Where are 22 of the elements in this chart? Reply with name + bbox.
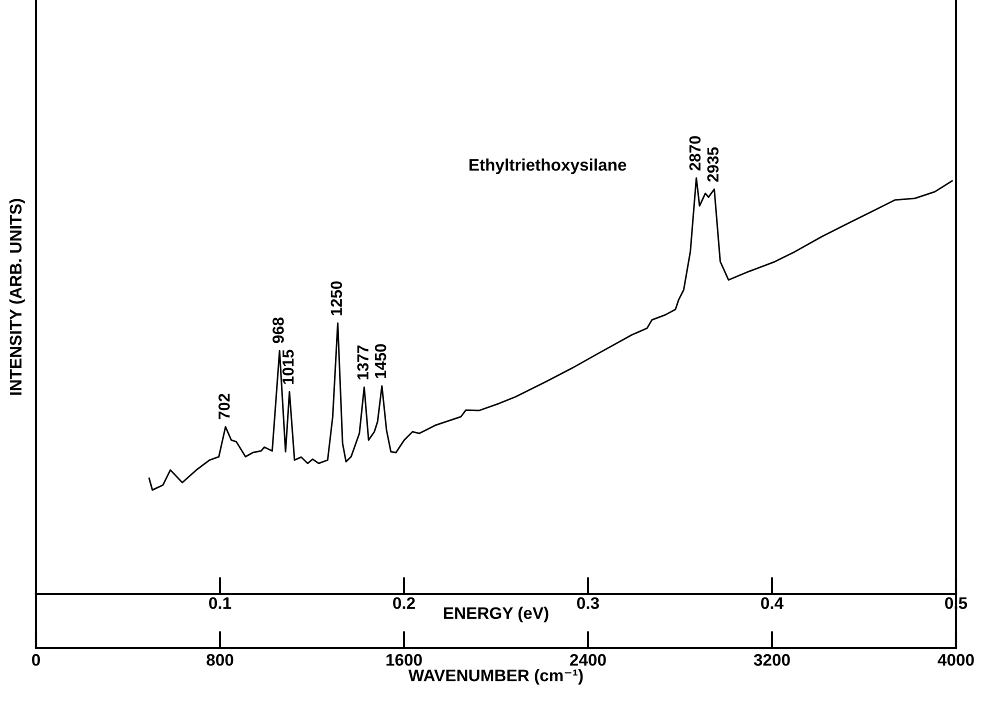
x2-axis-title: ENERGY (eV) [444,606,548,622]
x2-tick-label: 0.4 [761,597,784,610]
annotation: 1450 [374,344,386,378]
x-tick-label: 2400 [570,654,606,666]
annotation: 2935 [707,147,719,182]
annotation: 702 [218,394,230,420]
annotation: 1015 [282,350,294,384]
annotation: 968 [272,318,284,344]
x2-tick-label: 0.1 [209,597,232,610]
x2-tick-label: 0.2 [393,597,415,610]
x-tick-label: 3200 [754,654,790,666]
x-axis-title: WAVENUMBER (cm⁻¹) [408,669,583,685]
x-tick-label: 800 [206,654,234,666]
x2-tick-label: 0.3 [577,597,599,610]
x-tick-label: 4000 [938,654,974,666]
annotation: 1250 [330,281,342,316]
annotation: 1377 [357,345,369,380]
y-axis-title: INTENSITY (ARB. UNITS) [9,198,25,395]
x-tick-label: 0 [32,654,40,666]
x-tick-label: 1600 [386,654,422,666]
annotation: 2870 [689,136,701,170]
chart-title: Ethyltriethoxysilane [470,158,626,174]
